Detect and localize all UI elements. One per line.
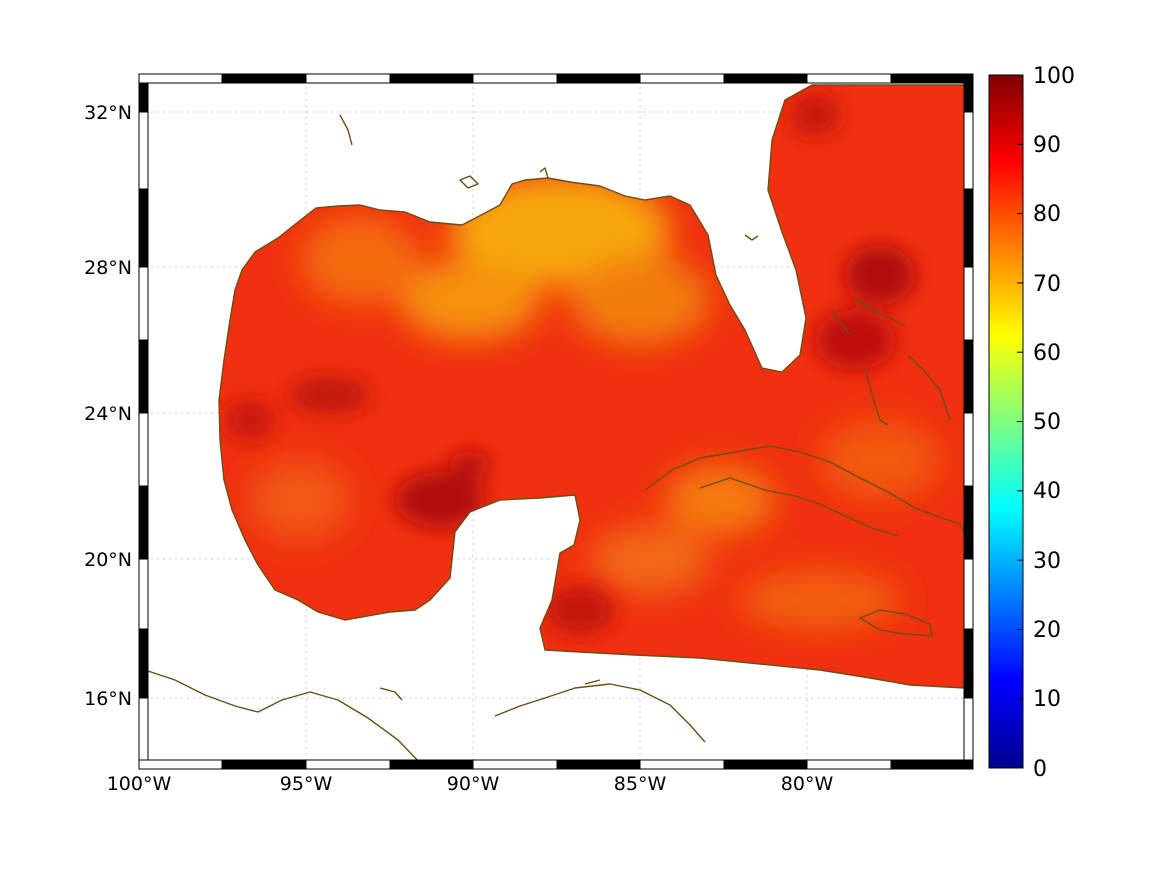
colorbar-tick-label: 80 — [1033, 202, 1061, 227]
colorbar-tick-label: 90 — [1033, 133, 1061, 158]
colorbar-tick-label: 40 — [1033, 479, 1061, 504]
longitude-label: 100°W — [107, 773, 172, 795]
colorbar-tick-label: 20 — [1033, 618, 1061, 643]
latitude-label: 20°N — [84, 549, 132, 571]
latitude-labels: 32°N 28°N 24°N 20°N 16°N — [84, 102, 132, 710]
colorbar-tick-label: 0 — [1033, 757, 1047, 782]
longitude-label: 95°W — [280, 773, 333, 795]
graticule-frame — [138, 73, 974, 770]
colorbar-tick-label: 70 — [1033, 272, 1061, 297]
latitude-label: 24°N — [84, 403, 132, 425]
colorbar-tick-label: 100 — [1033, 64, 1075, 89]
colorbar-ticks — [1017, 143, 1023, 700]
latitude-label: 28°N — [84, 257, 132, 279]
coastline — [138, 84, 971, 769]
colorbar-tick-label: 50 — [1033, 410, 1061, 435]
longitude-labels: 100°W 95°W 90°W 85°W 80°W — [107, 773, 834, 795]
colorbar-tick-label: 10 — [1033, 687, 1061, 712]
longitude-label: 90°W — [447, 773, 500, 795]
colorbar-tick-label: 60 — [1033, 341, 1061, 366]
longitude-label: 80°W — [781, 773, 834, 795]
latitude-label: 32°N — [84, 102, 132, 124]
longitude-label: 85°W — [614, 773, 667, 795]
colorbar-tick-label: 30 — [1033, 549, 1061, 574]
colorbar: 100 90 80 70 60 50 40 30 20 10 0 — [988, 64, 1075, 782]
latitude-label: 16°N — [84, 688, 132, 710]
